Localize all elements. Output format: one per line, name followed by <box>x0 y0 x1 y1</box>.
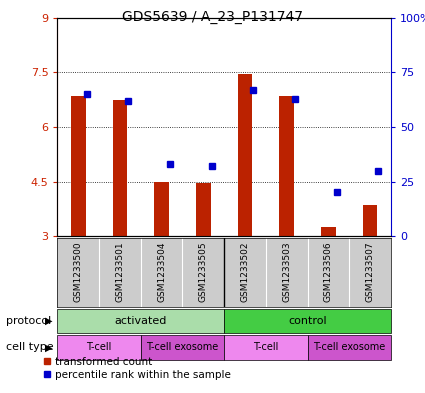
Text: ▶: ▶ <box>45 342 53 353</box>
Bar <box>308 335 391 360</box>
Text: cell type: cell type <box>6 342 54 353</box>
Bar <box>154 182 169 236</box>
Text: control: control <box>288 316 327 326</box>
Legend: transformed count, percentile rank within the sample: transformed count, percentile rank withi… <box>39 353 235 384</box>
Bar <box>141 335 224 360</box>
Bar <box>57 309 224 333</box>
Bar <box>363 205 377 236</box>
Text: GDS5639 / A_23_P131747: GDS5639 / A_23_P131747 <box>122 10 303 24</box>
Text: T-cell: T-cell <box>86 342 112 353</box>
Bar <box>238 74 252 236</box>
Text: GSM1233502: GSM1233502 <box>241 242 249 302</box>
Text: GSM1233503: GSM1233503 <box>282 242 291 302</box>
Text: GSM1233506: GSM1233506 <box>324 242 333 302</box>
Text: T-cell exosome: T-cell exosome <box>313 342 385 353</box>
Text: GSM1233501: GSM1233501 <box>116 242 125 302</box>
Bar <box>113 99 127 236</box>
Bar <box>224 335 308 360</box>
Bar <box>280 96 294 236</box>
Text: protocol: protocol <box>6 316 51 326</box>
Bar <box>57 335 141 360</box>
Bar <box>71 96 85 236</box>
Bar <box>196 184 211 236</box>
Text: T-cell exosome: T-cell exosome <box>146 342 218 353</box>
Text: GSM1233507: GSM1233507 <box>366 242 375 302</box>
Text: GSM1233504: GSM1233504 <box>157 242 166 302</box>
Text: GSM1233500: GSM1233500 <box>74 242 83 302</box>
Bar <box>224 309 391 333</box>
Text: activated: activated <box>115 316 167 326</box>
Text: GSM1233505: GSM1233505 <box>199 242 208 302</box>
Bar <box>321 227 336 236</box>
Text: T-cell: T-cell <box>253 342 278 353</box>
Text: ▶: ▶ <box>45 316 53 326</box>
